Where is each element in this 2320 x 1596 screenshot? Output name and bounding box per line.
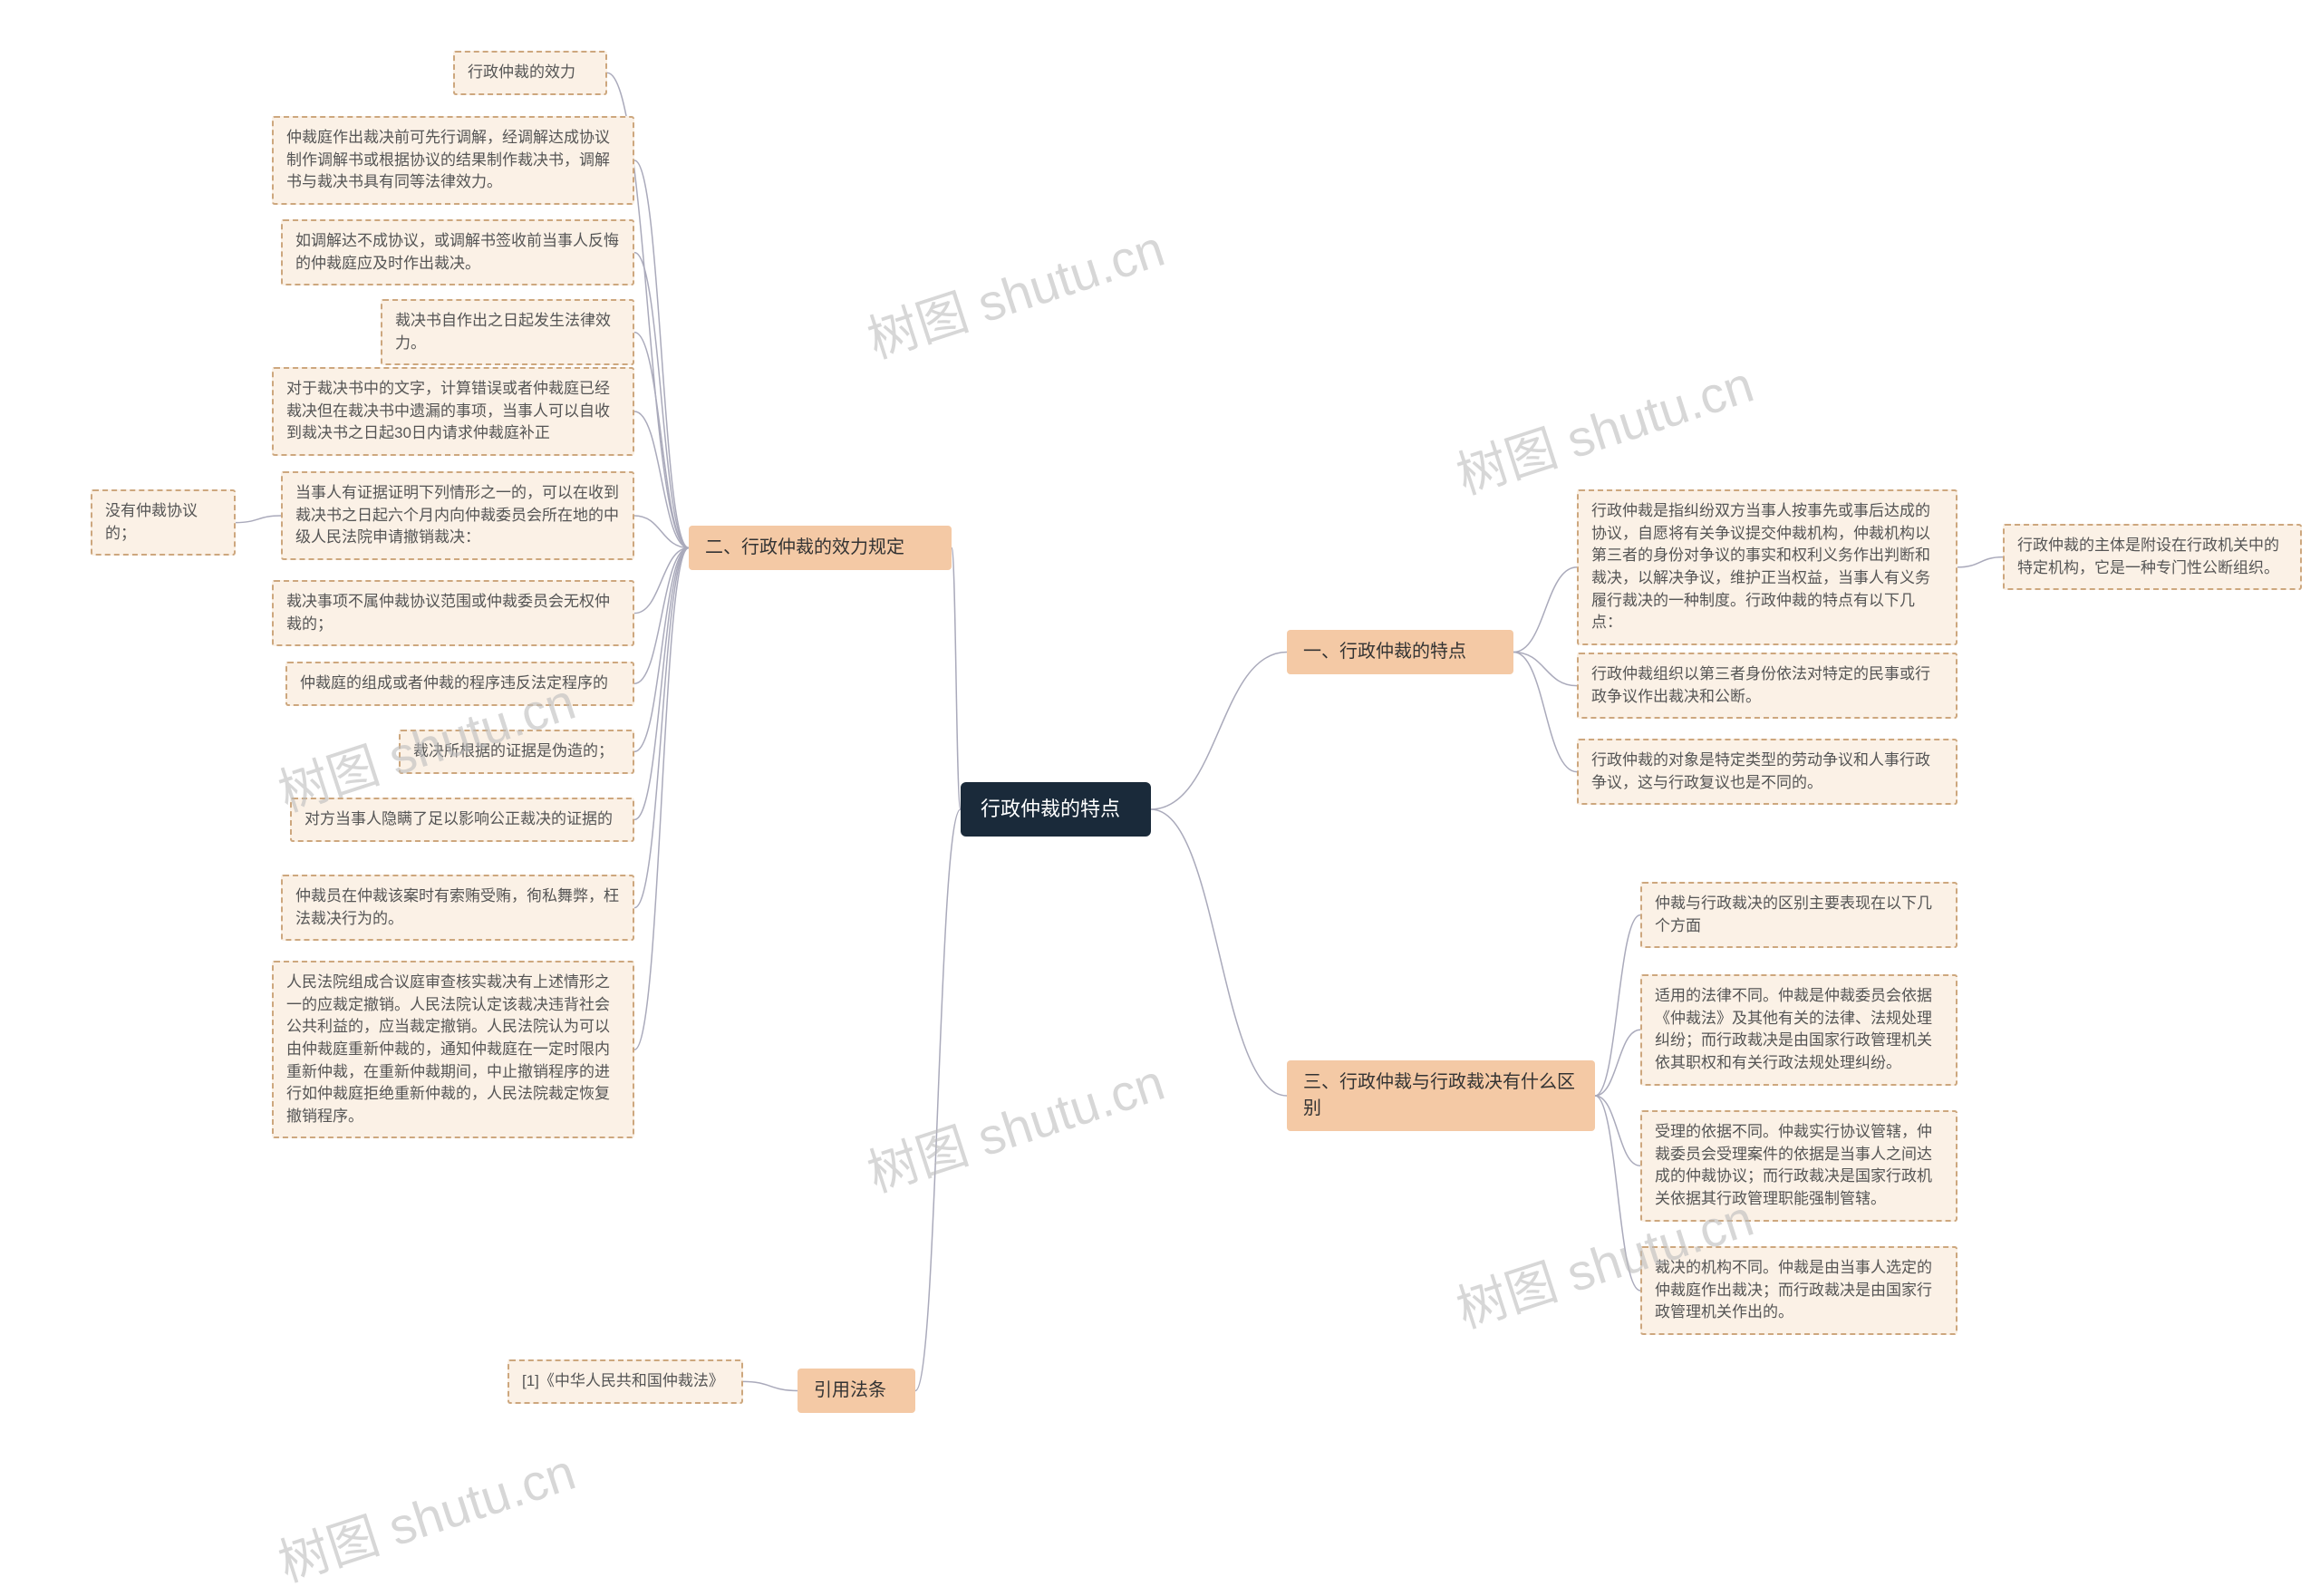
leaf-b1-0: 行政仲裁是指纠纷双方当事人按事先或事后达成的协议，自愿将有关争议提交仲裁机构，仲… <box>1577 489 1958 645</box>
leaf-b2-3: 裁决书自作出之日起发生法律效力。 <box>381 299 634 365</box>
leaf-b2-0: 行政仲裁的效力 <box>453 51 607 95</box>
leaf-b2-6: 裁决事项不属仲裁协议范围或仲裁委员会无权仲裁的； <box>272 580 634 646</box>
watermark-4: 树图 shutu.cn <box>1446 344 1762 509</box>
leaf-b3-0: 仲裁与行政裁决的区别主要表现在以下几个方面 <box>1640 882 1958 948</box>
leaf-b2-5: 当事人有证据证明下列情形之一的，可以在收到裁决书之日起六个月内向仲裁委员会所在地… <box>281 471 634 560</box>
leaf-b2-9: 对方当事人隐瞒了足以影响公正裁决的证据的 <box>290 798 634 842</box>
leaf-b2-7: 仲裁庭的组成或者仲裁的程序违反法定程序的 <box>285 662 634 706</box>
watermark-3: 树图 shutu.cn <box>857 1042 1173 1207</box>
leaf-b2-11: 人民法院组成合议庭审查核实裁决有上述情形之一的应裁定撤销。人民法院认定该裁决违背… <box>272 961 634 1138</box>
leaf-b2-10: 仲裁员在仲裁该案时有索贿受贿，徇私舞弊，枉法裁决行为的。 <box>281 875 634 941</box>
leaf-b3-1: 适用的法律不同。仲裁是仲裁委员会依据《仲裁法》及其他有关的法律、法规处理纠纷；而… <box>1640 974 1958 1086</box>
leaf-b1-2: 行政仲裁的对象是特定类型的劳动争议和人事行政争议，这与行政复议也是不同的。 <box>1577 739 1958 805</box>
mindmap-canvas: 行政仲裁的特点 一、行政仲裁的特点三、行政仲裁与行政裁决有什么区别 二、行政仲裁的… <box>0 0 2320 1581</box>
watermark-1: 树图 shutu.cn <box>268 1432 584 1596</box>
leaf-b2-1: 仲裁庭作出裁决前可先行调解，经调解达成协议制作调解书或根据协议的结果制作裁决书，… <box>272 116 634 205</box>
leaf-b4-0: [1]《中华人民共和国仲裁法》 <box>508 1359 743 1404</box>
branch-b1: 一、行政仲裁的特点 <box>1287 630 1513 674</box>
leaf-b3-2: 受理的依据不同。仲裁实行协议管辖，仲裁委员会受理案件的依据是当事人之间达成的仲裁… <box>1640 1110 1958 1222</box>
branch-b3: 三、行政仲裁与行政裁决有什么区别 <box>1287 1060 1595 1131</box>
leaf-b2-8: 裁决所根据的证据是伪造的； <box>399 730 634 774</box>
leaf-b1-0-child-0: 行政仲裁的主体是附设在行政机关中的特定机构，它是一种专门性公断组织。 <box>2003 524 2302 590</box>
branch-b2: 二、行政仲裁的效力规定 <box>689 526 952 570</box>
branch-b4: 引用法条 <box>798 1369 915 1413</box>
watermark-2: 树图 shutu.cn <box>857 208 1173 373</box>
leaf-b1-1: 行政仲裁组织以第三者身份依法对特定的民事或行政争议作出裁决和公断。 <box>1577 653 1958 719</box>
root-node: 行政仲裁的特点 <box>961 782 1151 837</box>
leaf-b2-5-lchild-0: 没有仲裁协议的； <box>91 489 236 556</box>
leaf-b3-3: 裁决的机构不同。仲裁是由当事人选定的仲裁庭作出裁决；而行政裁决是由国家行政管理机… <box>1640 1246 1958 1335</box>
leaf-b2-4: 对于裁决书中的文字，计算错误或者仲裁庭已经裁决但在裁决书中遗漏的事项，当事人可以… <box>272 367 634 456</box>
leaf-b2-2: 如调解达不成协议，或调解书签收前当事人反悔的仲裁庭应及时作出裁决。 <box>281 219 634 285</box>
